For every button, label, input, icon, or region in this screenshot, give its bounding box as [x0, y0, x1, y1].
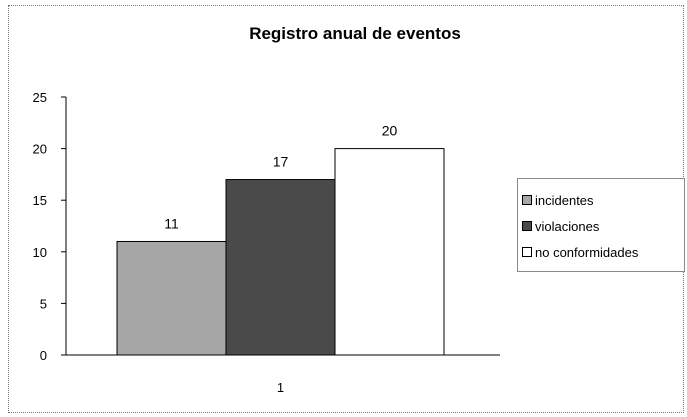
y-tick-label: 5: [40, 296, 47, 311]
legend-label: violaciones: [535, 218, 600, 234]
legend-swatch-no-conformidades: [522, 247, 532, 257]
legend: incidentes violaciones no conformidades: [517, 178, 685, 272]
legend-swatch-incidentes: [522, 195, 532, 205]
y-tick-label: 20: [33, 142, 47, 157]
legend-item-violaciones: violaciones: [522, 213, 684, 239]
y-tick-label: 15: [33, 193, 47, 208]
legend-label: no conformidades: [535, 244, 639, 260]
y-tick-label: 0: [40, 348, 47, 363]
chart-title: Registro anual de eventos: [249, 24, 461, 43]
data-label: 17: [273, 154, 289, 170]
y-tick-label: 10: [33, 245, 47, 260]
x-tick-label: 1: [277, 380, 284, 395]
data-label: 11: [164, 215, 179, 231]
legend-item-incidentes: incidentes: [522, 187, 684, 213]
y-tick-label: 25: [33, 90, 47, 105]
legend-swatch-violaciones: [522, 221, 532, 231]
data-label: 20: [382, 123, 398, 139]
legend-item-no-conformidades: no conformidades: [522, 239, 684, 265]
legend-label: incidentes: [535, 192, 594, 208]
bar-violaciones: [225, 179, 336, 356]
bar-incidentes: [116, 240, 227, 356]
bar-no-conformidades: [334, 148, 445, 356]
